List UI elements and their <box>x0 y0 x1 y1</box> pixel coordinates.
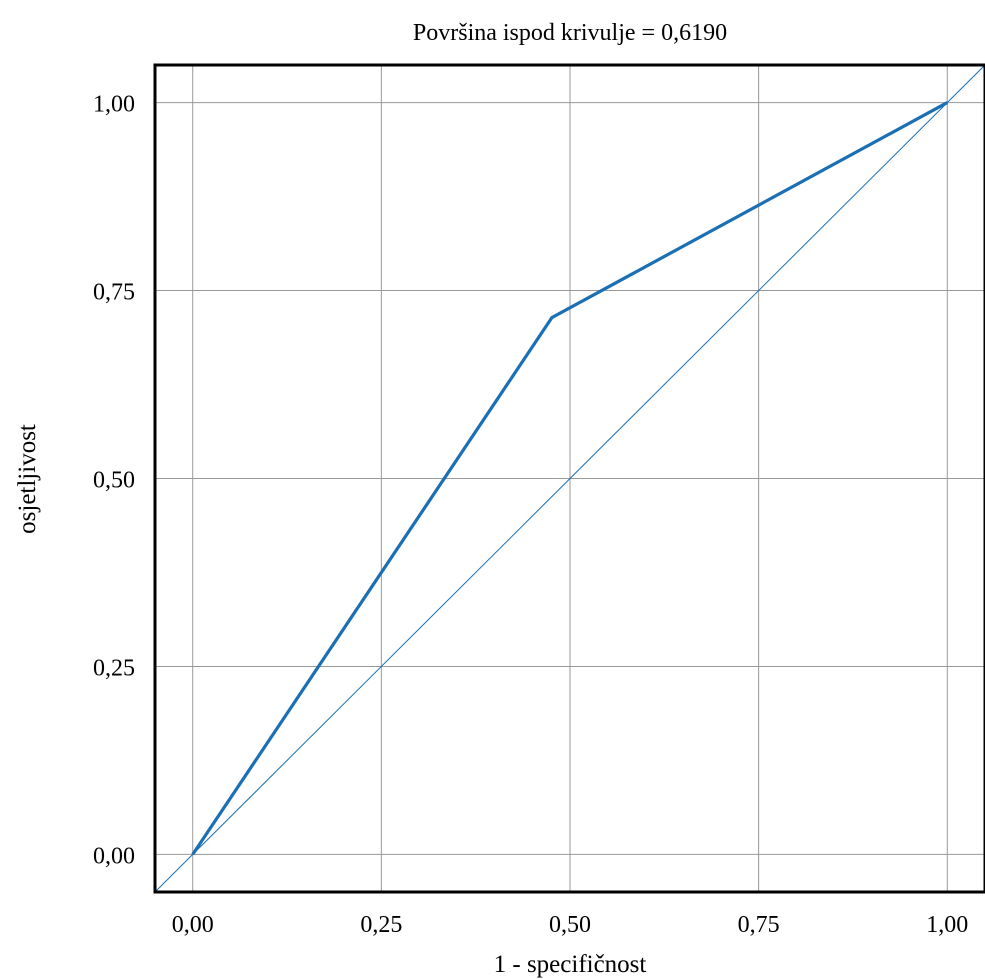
x-tick-label: 0,00 <box>172 912 214 938</box>
x-tick-label: 0,50 <box>549 912 591 938</box>
x-axis-label: 1 - specifičnost <box>494 951 647 978</box>
y-axis-label: osjetljivost <box>14 424 41 534</box>
series-group <box>154 64 985 893</box>
y-tick-label: 0,25 <box>93 655 135 681</box>
plot-frame <box>153 63 985 894</box>
y-tick-label: 1,00 <box>93 92 135 118</box>
y-tick-label: 0,00 <box>93 843 135 869</box>
chart-title: Površina ispod krivulje = 0,6190 <box>413 20 727 46</box>
x-tick-labels: 0,00 0,25 0,50 0,75 1,00 <box>172 912 969 938</box>
x-tick-label: 0,25 <box>360 912 402 938</box>
y-tick-label: 0,75 <box>93 280 135 306</box>
x-tick-label: 0,75 <box>738 912 780 938</box>
y-tick-labels: 0,00 0,25 0,50 0,75 1,00 <box>93 92 135 870</box>
y-tick-label: 0,50 <box>93 468 135 494</box>
roc-curve-line <box>191 101 949 856</box>
reference-diagonal-line <box>154 64 985 893</box>
x-tick-label: 1,00 <box>926 912 968 938</box>
grid-lines <box>155 65 985 892</box>
